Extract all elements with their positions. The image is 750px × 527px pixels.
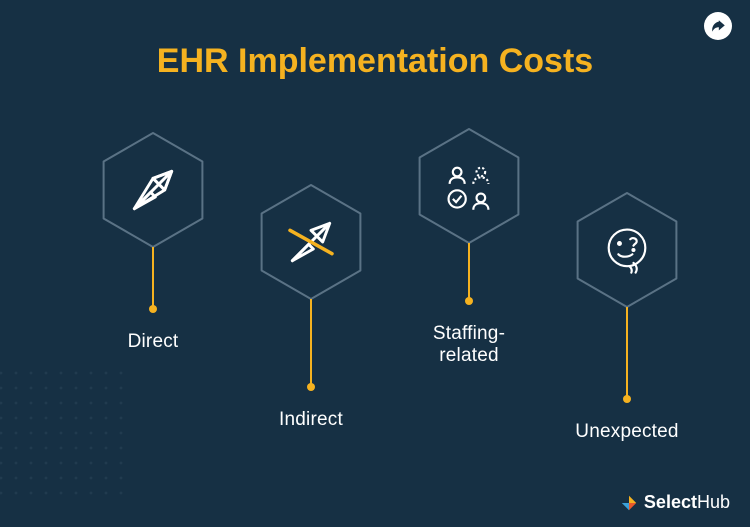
dot-grid-decoration	[0, 367, 130, 497]
hexagon-unexpected	[567, 190, 687, 310]
hexagon-direct	[93, 130, 213, 250]
hexagon-staffing	[409, 126, 529, 246]
arrow-icon	[125, 162, 181, 218]
cost-label: Staffing-related	[404, 323, 534, 367]
connector-line	[152, 247, 154, 309]
page-title: EHR Implementation Costs	[0, 42, 750, 81]
connector-line	[626, 307, 628, 399]
thinking-icon	[599, 222, 655, 278]
cost-item-staffing: Staffing-related	[404, 126, 534, 367]
infographic-canvas: EHR Implementation Costs SelectHub Direc…	[0, 0, 750, 527]
share-arrow-icon	[710, 18, 726, 34]
brand-text: SelectHub	[644, 492, 730, 513]
cost-item-unexpected: Unexpected	[562, 190, 692, 443]
connector-line	[310, 299, 312, 387]
connector-line	[468, 243, 470, 301]
share-button[interactable]	[704, 12, 732, 40]
cost-label: Direct	[128, 331, 179, 353]
cost-item-direct: Direct	[88, 130, 218, 353]
cost-label: Unexpected	[575, 421, 678, 443]
brand-logo: SelectHub	[620, 492, 730, 513]
arrow-slash-icon	[283, 214, 339, 270]
cost-label: Indirect	[279, 409, 343, 431]
hexagon-indirect	[251, 182, 371, 302]
brand-text-bold: Select	[644, 492, 697, 512]
brand-text-thin: Hub	[697, 492, 730, 512]
cost-item-indirect: Indirect	[246, 182, 376, 431]
brand-mark-icon	[620, 494, 638, 512]
people-icon	[441, 158, 497, 214]
